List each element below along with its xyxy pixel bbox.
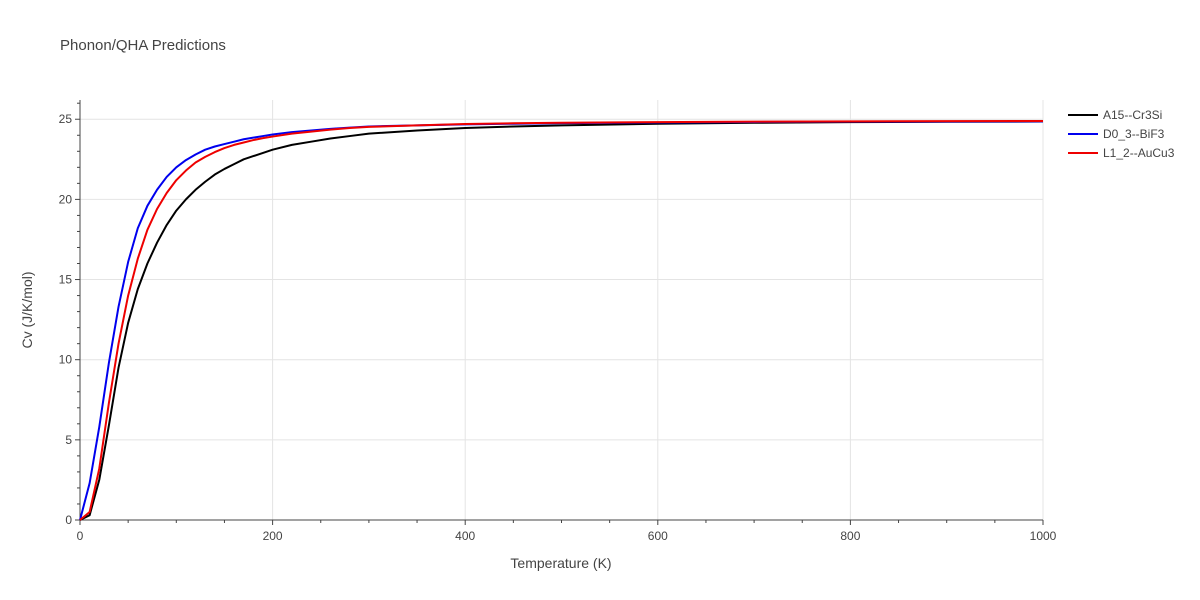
y-tick-label: 25 [59,112,73,126]
y-tick-label: 0 [65,513,72,527]
legend-label: L1_2--AuCu3 [1103,146,1175,160]
y-axis-title: Cv (J/K/mol) [19,272,35,349]
legend-label: A15--Cr3Si [1103,108,1162,122]
y-tick-label: 5 [65,433,72,447]
x-tick-label: 0 [77,529,84,543]
x-tick-label: 400 [455,529,475,543]
x-tick-label: 200 [263,529,283,543]
series-line-2 [79,120,1044,521]
y-tick-labels: 0 5 10 15 20 25 [59,112,73,527]
legend: A15--Cr3Si D0_3--BiF3 L1_2--AuCu3 [1068,108,1175,160]
chart-title: Phonon/QHA Predictions [60,37,226,54]
series-line-1 [79,120,1044,521]
x-tick-label: 600 [648,529,668,543]
grid [80,100,1044,520]
series-line-3 [79,120,1044,521]
series-lines [79,120,1044,521]
y-tick-label: 15 [59,273,73,287]
x-tick-labels: 0 200 400 600 800 1000 [77,529,1057,543]
x-axis-title: Temperature (K) [510,555,611,571]
legend-label: D0_3--BiF3 [1103,127,1165,141]
x-tick-label: 1000 [1030,529,1057,543]
y-tick-label: 10 [59,353,73,367]
axes [75,100,1044,525]
y-tick-label: 20 [59,192,73,206]
x-tick-label: 800 [840,529,860,543]
